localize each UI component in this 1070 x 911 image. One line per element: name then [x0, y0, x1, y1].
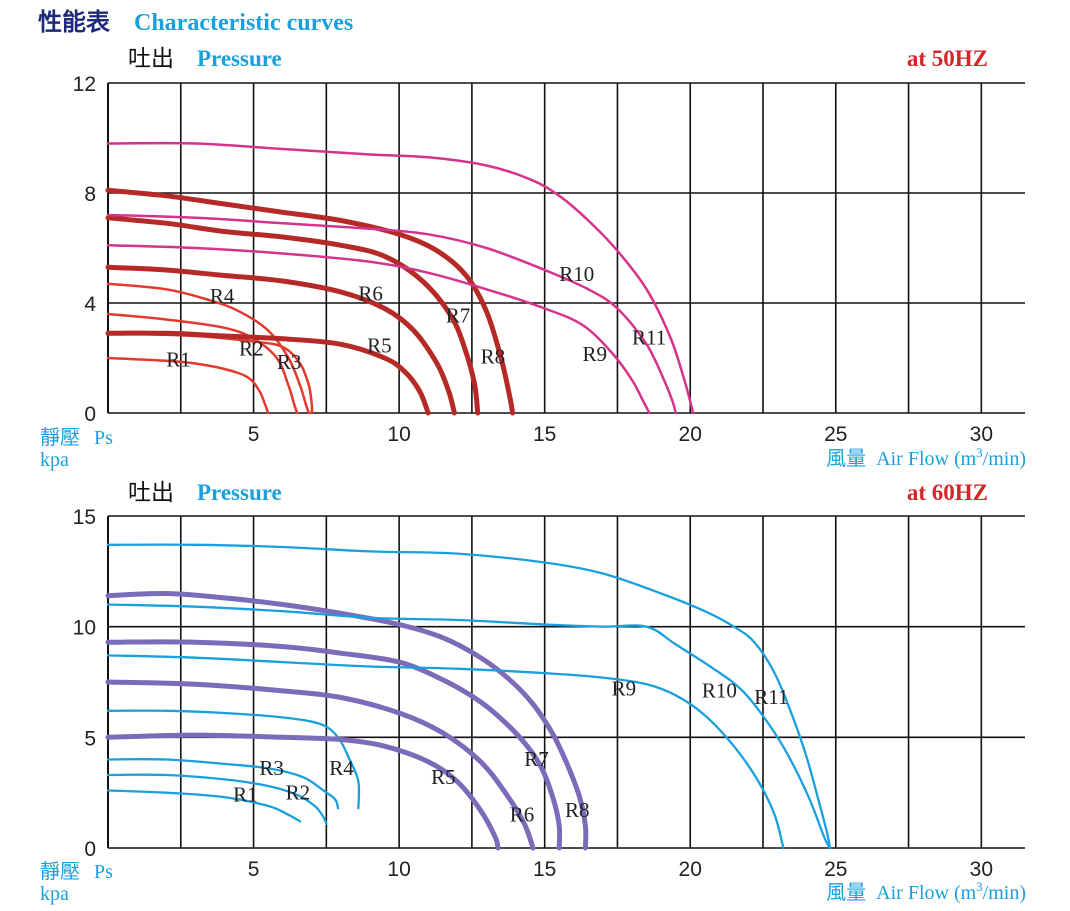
curve-r9	[106, 244, 651, 415]
curve-r4	[106, 709, 361, 810]
series-label-r1: R1	[166, 347, 191, 371]
curve-r6	[105, 264, 457, 416]
chart-50hz-y-tick: 4	[84, 293, 96, 316]
chart-50hz-x-tick: 5	[248, 423, 260, 446]
series-label-r10: R10	[559, 262, 594, 286]
series-label-r7: R7	[446, 303, 471, 327]
curve-r1	[106, 356, 270, 415]
chart-50hz-grid	[107, 82, 1025, 414]
curve-r9	[106, 654, 785, 850]
chart-60hz-y-tick: 10	[73, 617, 96, 640]
curve-r6	[105, 679, 536, 851]
chart-60hz-x-tick: 10	[387, 858, 410, 881]
curve-r5	[105, 732, 501, 851]
chart-50hz-x-tick: 15	[533, 423, 556, 446]
chart-50hz-pressure-en: Pressure	[197, 46, 282, 71]
series-label-r5: R5	[367, 334, 392, 358]
chart-60hz-pressure-cjk: 吐出	[128, 480, 174, 506]
curve-r10	[106, 603, 832, 850]
chart-60hz-ylabel-ps: Ps	[94, 861, 113, 883]
chart-50hz-curves	[105, 141, 695, 416]
title-en: Characteristic curves	[134, 10, 353, 36]
chart-50hz-series-labels: R1 R2 R3 R4 R5 R6 R7 R8 R9 R10 R11	[166, 262, 666, 374]
chart-60hz-x-tick: 30	[970, 858, 993, 881]
chart-60hz-xlabel-cjk: 風量	[826, 880, 866, 904]
chart-50hz-xlabel: 風量 Air Flow (m3/min)	[826, 445, 1026, 470]
series-label-r7: R7	[524, 747, 549, 771]
chart-50hz-x-tick: 10	[387, 423, 410, 446]
curve-r7	[105, 639, 563, 851]
chart-60hz-freq-label: at 60HZ	[907, 480, 988, 505]
curve-r8	[105, 590, 589, 851]
chart-60hz-xlabel-sup: 3	[976, 879, 983, 894]
series-label-r4: R4	[329, 756, 354, 780]
series-label-r9: R9	[612, 676, 637, 700]
chart-60hz-x-tick: 15	[533, 858, 556, 881]
curve-r11	[106, 543, 832, 850]
chart-50hz-ylabel-cjk: 靜壓	[40, 425, 80, 449]
title-cjk: 性能表	[38, 8, 111, 36]
series-label-r9: R9	[583, 342, 608, 366]
series-label-r10: R10	[702, 678, 737, 702]
curve-r3	[106, 757, 340, 810]
series-label-r6: R6	[510, 802, 535, 826]
series-label-r3: R3	[259, 756, 284, 780]
chart-50hz-y-tick: 8	[84, 183, 96, 206]
chart-60hz-ylabel-unit: kpa	[40, 883, 69, 905]
chart-60hz-ticks: 0 5 10 15 5 10 15 20 25 30	[73, 506, 993, 881]
chart-50hz-y-tick: 0	[84, 403, 96, 426]
chart-60hz-pressure-en: Pressure	[197, 480, 282, 505]
chart-60hz-x-tick: 5	[248, 858, 260, 881]
series-label-r2: R2	[286, 780, 311, 804]
chart-60hz-xlabel: 風量 Air Flow (m3/min)	[826, 879, 1026, 904]
series-label-r11: R11	[632, 325, 666, 349]
chart-60hz-x-tick: 20	[679, 858, 702, 881]
chart-50hz-freq-label: at 50HZ	[907, 46, 988, 71]
curve-r2	[106, 312, 299, 415]
chart-50hz-xlabel-tail: /min)	[983, 448, 1026, 470]
chart-50hz-y-tick: 12	[73, 73, 96, 96]
chart-60hz-ylabel-cjk: 靜壓	[40, 859, 80, 883]
chart-50hz-pressure-cjk: 吐出	[128, 46, 174, 72]
series-label-r8: R8	[565, 798, 590, 822]
chart-60hz-y-tick: 15	[73, 506, 96, 529]
curve-r2	[106, 773, 328, 825]
curve-r5	[105, 330, 431, 416]
series-label-r5: R5	[431, 765, 456, 789]
series-label-r3: R3	[277, 350, 302, 374]
chart-50hz-xlabel-sup: 3	[976, 445, 983, 460]
curve-r10	[106, 213, 677, 415]
chart-60hz-x-tick: 25	[824, 858, 847, 881]
chart-50hz-ticks: 0 4 8 12 5 10 15 20 25 30	[73, 73, 993, 446]
series-label-r6: R6	[358, 281, 383, 305]
chart-50hz-xlabel-cjk: 風量	[826, 446, 866, 470]
series-label-r1: R1	[233, 783, 258, 807]
chart-50hz-xlabel-en: Air Flow (m	[876, 448, 976, 470]
chart-60hz-xlabel-tail: /min)	[983, 882, 1026, 904]
chart-60hz-y-tick: 0	[84, 838, 96, 861]
series-label-r8: R8	[481, 345, 506, 369]
chart-50hz-x-tick: 30	[970, 423, 993, 446]
series-label-r4: R4	[210, 284, 235, 308]
curve-r1	[106, 789, 302, 823]
curve-r8	[105, 187, 516, 416]
series-label-r11: R11	[754, 685, 788, 709]
chart-60hz-curves	[105, 543, 832, 851]
chart-50hz-ylabel-unit: kpa	[40, 449, 69, 471]
chart-60hz-xlabel-en: Air Flow (m	[876, 882, 976, 904]
curve-r11	[106, 141, 695, 415]
chart-50hz-ylabel-ps: Ps	[94, 427, 113, 449]
chart-50hz-x-tick: 20	[679, 423, 702, 446]
curve-r3	[106, 282, 311, 415]
series-label-r2: R2	[239, 336, 264, 360]
chart-50hz-x-tick: 25	[824, 423, 847, 446]
curve-r7	[105, 215, 481, 416]
chart-60hz-y-tick: 5	[84, 727, 96, 750]
